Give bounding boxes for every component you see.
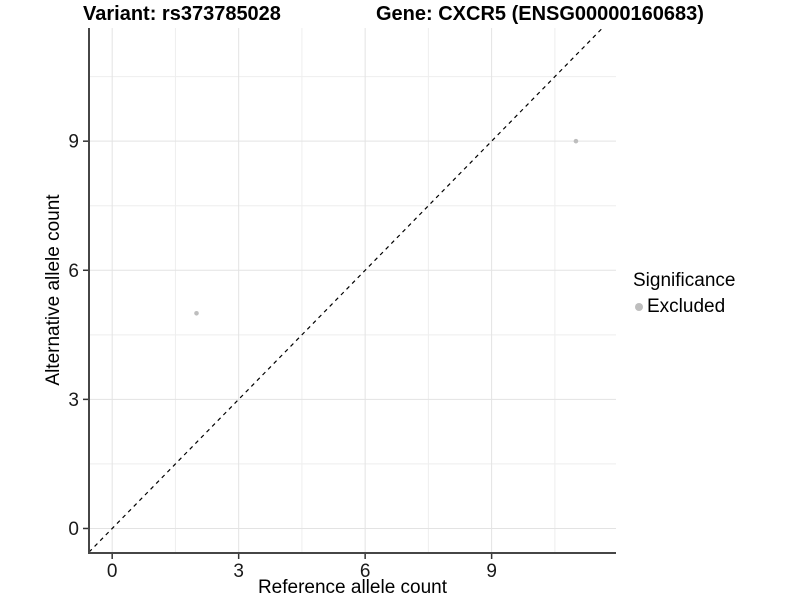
x-tick-label: 6 bbox=[360, 561, 371, 582]
legend-item-label: Excluded bbox=[647, 296, 726, 317]
x-tick-label: 0 bbox=[107, 561, 118, 582]
legend: Significance Excluded bbox=[633, 270, 735, 318]
y-axis-title: Alternative allele count bbox=[43, 194, 64, 386]
identity-reference-line bbox=[89, 28, 603, 553]
x-axis-title: Reference allele count bbox=[257, 577, 448, 598]
legend-title: Significance bbox=[633, 270, 736, 291]
data-point bbox=[573, 138, 579, 144]
data-point bbox=[194, 311, 199, 316]
legend-item-excluded: Excluded bbox=[635, 296, 735, 318]
x-tick-label: 9 bbox=[486, 561, 497, 582]
variant-title: Variant: rs373785028 bbox=[83, 3, 281, 25]
y-tick-label: 0 bbox=[68, 519, 79, 540]
legend-point-icon bbox=[635, 303, 643, 311]
y-tick-label: 3 bbox=[68, 390, 79, 411]
x-tick-label: 3 bbox=[233, 561, 244, 582]
gene-title: Gene: CXCR5 (ENSG00000160683) bbox=[376, 3, 704, 25]
y-tick-label: 6 bbox=[68, 261, 79, 282]
y-tick-label: 9 bbox=[68, 132, 79, 153]
